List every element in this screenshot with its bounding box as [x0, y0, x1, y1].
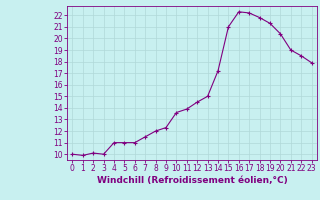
X-axis label: Windchill (Refroidissement éolien,°C): Windchill (Refroidissement éolien,°C) [97, 176, 287, 185]
